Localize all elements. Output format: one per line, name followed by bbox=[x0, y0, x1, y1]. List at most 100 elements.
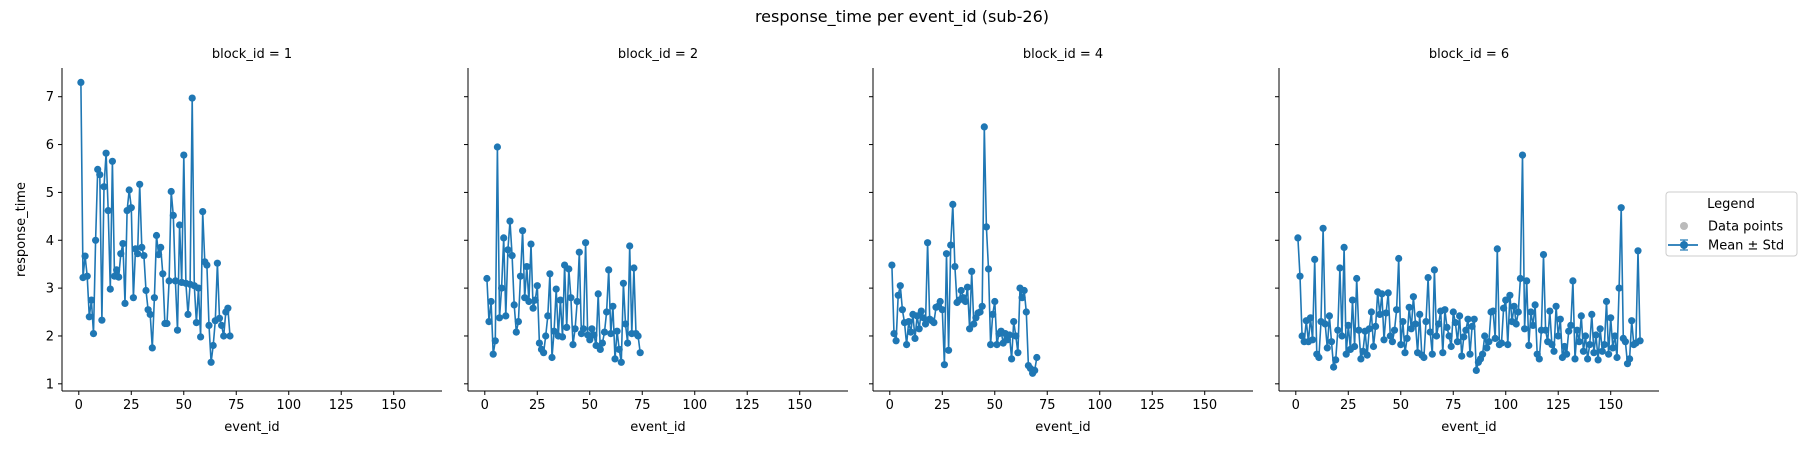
data-point bbox=[535, 339, 544, 347]
data-point bbox=[1466, 350, 1474, 358]
data-point bbox=[1014, 349, 1022, 357]
data-point bbox=[205, 321, 213, 329]
data-point bbox=[1512, 320, 1520, 328]
data-point bbox=[140, 252, 148, 260]
data-point bbox=[1332, 356, 1340, 364]
data-point bbox=[1542, 326, 1550, 334]
data-point bbox=[1605, 350, 1613, 358]
data-point bbox=[495, 314, 504, 322]
data-point bbox=[1351, 342, 1359, 351]
data-point bbox=[1403, 334, 1411, 342]
data-point bbox=[1022, 308, 1030, 316]
data-point bbox=[96, 171, 104, 179]
data-point bbox=[1348, 296, 1357, 304]
data-point bbox=[600, 328, 609, 336]
data-point bbox=[1382, 309, 1390, 317]
data-point bbox=[1468, 322, 1476, 330]
data-point bbox=[1535, 355, 1543, 363]
x-axis-label: event_id bbox=[1035, 420, 1090, 435]
data-point bbox=[119, 240, 127, 248]
data-point bbox=[1018, 294, 1026, 302]
data-point bbox=[514, 318, 523, 326]
data-point bbox=[896, 282, 904, 290]
data-point bbox=[1491, 334, 1499, 342]
data-point bbox=[171, 277, 179, 285]
data-point bbox=[152, 231, 161, 240]
data-point bbox=[1390, 326, 1399, 334]
data-point bbox=[571, 325, 579, 333]
data-point bbox=[613, 327, 621, 335]
data-point bbox=[117, 250, 125, 258]
data-point bbox=[136, 180, 144, 188]
data-point bbox=[155, 251, 163, 259]
data-point bbox=[489, 350, 497, 358]
data-point bbox=[127, 204, 135, 212]
data-point bbox=[1600, 341, 1608, 349]
panel-block-3: block_id = 4 0 25 50 75 100 125 150 event_id bbox=[869, 47, 1253, 435]
data-point bbox=[1380, 336, 1388, 344]
data-point bbox=[1399, 318, 1407, 326]
data-point bbox=[1012, 332, 1020, 340]
x-tick-label: 0 bbox=[75, 398, 83, 413]
data-point bbox=[89, 330, 98, 338]
data-point bbox=[1546, 307, 1554, 315]
data-point bbox=[1573, 326, 1581, 334]
data-point bbox=[1460, 333, 1468, 341]
data-point bbox=[1527, 308, 1535, 316]
data-point bbox=[1031, 366, 1039, 374]
chart-panels: block_id = 1 0 25 50 75 100 125 150 1 2 3 4 5 6 7 event… bbox=[14, 47, 1659, 435]
x-tick-label: 150 bbox=[1192, 398, 1217, 413]
data-point bbox=[165, 277, 173, 285]
data-point bbox=[626, 242, 634, 250]
data-point bbox=[1306, 314, 1315, 322]
data-point bbox=[1479, 350, 1487, 358]
data-point bbox=[596, 345, 604, 353]
x-tick-label: 0 bbox=[1292, 398, 1300, 413]
data-point bbox=[615, 345, 623, 353]
legend-data-points-label: Data points bbox=[1708, 220, 1783, 235]
x-tick-label: 50 bbox=[986, 398, 1003, 413]
data-point bbox=[1609, 344, 1617, 352]
data-point bbox=[930, 319, 938, 327]
legend-frame bbox=[1665, 191, 1798, 257]
data-point bbox=[588, 325, 596, 333]
data-point bbox=[523, 263, 531, 271]
data-point bbox=[636, 349, 644, 357]
data-point bbox=[1323, 344, 1331, 352]
data-point bbox=[163, 319, 171, 328]
y-tick-label: 5 bbox=[46, 186, 54, 201]
y-tick-label: 7 bbox=[46, 90, 54, 105]
data-point bbox=[1439, 349, 1447, 357]
data-point bbox=[919, 314, 928, 322]
data-point bbox=[556, 296, 565, 304]
data-point bbox=[890, 330, 898, 338]
data-point bbox=[1298, 332, 1306, 340]
data-point bbox=[542, 332, 550, 340]
data-point bbox=[978, 302, 986, 310]
data-point bbox=[1581, 332, 1590, 340]
data-point bbox=[1504, 341, 1512, 349]
data-point bbox=[544, 312, 552, 320]
data-point bbox=[500, 234, 508, 242]
data-point bbox=[903, 341, 911, 349]
data-point bbox=[1502, 296, 1510, 304]
data-point bbox=[970, 320, 978, 328]
data-point bbox=[1388, 338, 1396, 346]
figure-title: response_time per event_id (sub-26) bbox=[755, 7, 1049, 27]
data-point bbox=[180, 151, 188, 159]
data-point bbox=[1518, 151, 1527, 159]
data-point bbox=[1489, 307, 1497, 315]
y-tick-label: 1 bbox=[46, 377, 54, 392]
panel-title: block_id = 6 bbox=[1429, 47, 1509, 62]
panel-title: block_id = 4 bbox=[1023, 47, 1103, 62]
data-point bbox=[1458, 352, 1466, 360]
data-point bbox=[1571, 355, 1579, 363]
data-point bbox=[176, 221, 184, 229]
data-point bbox=[197, 333, 205, 341]
data-point bbox=[938, 306, 946, 314]
x-tick-label: 125 bbox=[735, 398, 760, 413]
data-point bbox=[1550, 347, 1558, 355]
data-point bbox=[224, 304, 232, 312]
legend-data-points-marker bbox=[1680, 222, 1688, 230]
data-point bbox=[1330, 363, 1338, 371]
